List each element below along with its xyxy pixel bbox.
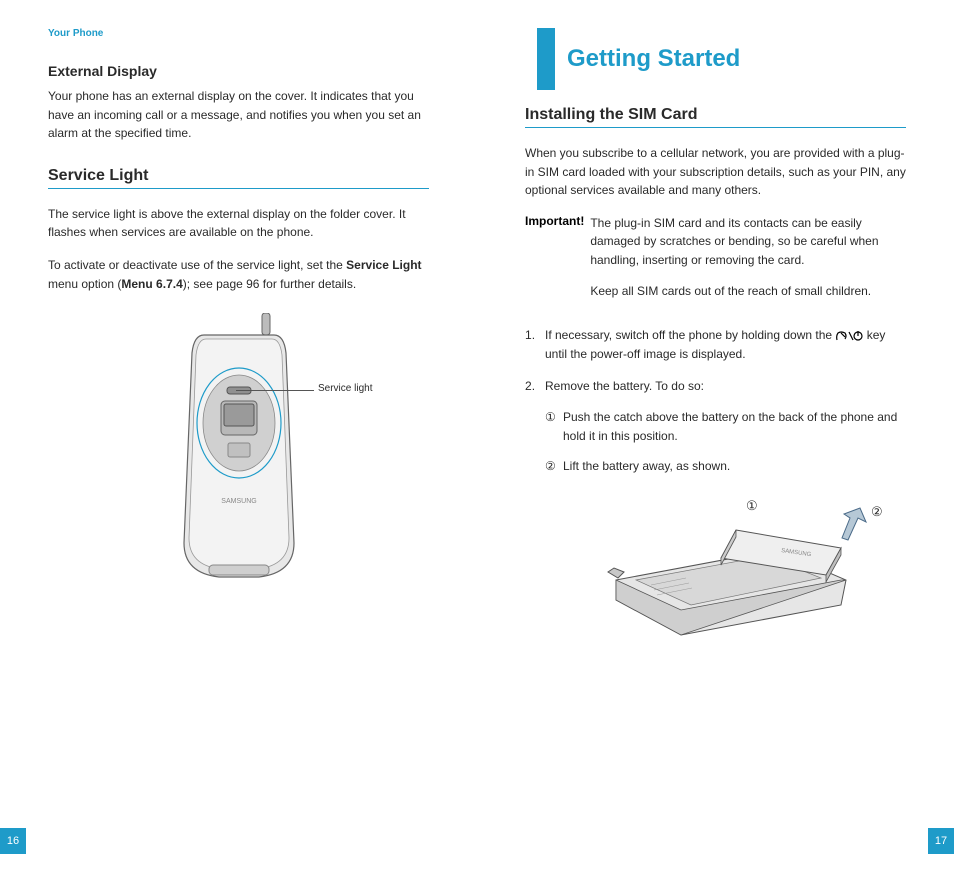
paragraph: To activate or deactivate use of the ser… [48, 256, 429, 293]
page-number: 16 [0, 828, 26, 854]
heading-service-light: Service Light [48, 167, 429, 189]
paragraph: The service light is above the external … [48, 205, 429, 242]
note-text: Keep all SIM cards out of the reach of s… [590, 282, 906, 301]
text: If necessary, switch off the phone by ho… [545, 328, 835, 342]
phone-illustration: SAMSUNG [164, 313, 314, 583]
text: ); see page 96 for further details. [183, 277, 356, 291]
substep-2: ② Lift the battery away, as shown. [545, 457, 906, 476]
left-page: Your Phone External Display Your phone h… [0, 0, 477, 876]
heading-installing-sim: Installing the SIM Card [525, 106, 906, 128]
callout-label: Service light [318, 383, 372, 394]
battery-illustration: SAMSUNG ① ② [596, 490, 896, 640]
figure-phone-front: SAMSUNG Service light [48, 313, 429, 593]
text: To activate or deactivate use of the ser… [48, 258, 346, 272]
svg-text:②: ② [871, 504, 883, 519]
step-1: If necessary, switch off the phone by ho… [525, 326, 906, 363]
section-header: Your Phone [48, 28, 429, 39]
svg-text:①: ① [746, 498, 758, 513]
heading-external-display: External Display [48, 63, 429, 79]
callout-line [236, 390, 314, 391]
menu-ref: Menu 6.7.4 [121, 277, 182, 291]
substep-1: ① Push the catch above the battery on the… [545, 408, 906, 445]
paragraph: Your phone has an external display on th… [48, 87, 429, 143]
note-body: The plug-in SIM card and its contacts ca… [590, 214, 906, 312]
text: Remove the battery. To do so: [545, 379, 704, 393]
circled-2-icon: ② [545, 457, 556, 476]
power-key-icon [835, 330, 863, 342]
note-text: The plug-in SIM card and its contacts ca… [590, 214, 906, 270]
circled-1-icon: ① [545, 408, 556, 427]
chapter-accent-bar [537, 28, 555, 90]
text: Push the catch above the battery on the … [563, 410, 897, 443]
text: Lift the battery away, as shown. [563, 459, 730, 473]
paragraph: When you subscribe to a cellular network… [525, 144, 906, 200]
figure-battery-removal: SAMSUNG ① ② [525, 490, 906, 650]
svg-text:SAMSUNG: SAMSUNG [221, 498, 256, 505]
substep-list: ① Push the catch above the battery on the… [545, 408, 906, 476]
step-2: Remove the battery. To do so: ① Push the … [525, 377, 906, 475]
menu-name: Service Light [346, 258, 421, 272]
text: menu option ( [48, 277, 121, 291]
important-note: Important! The plug-in SIM card and its … [525, 214, 906, 312]
right-page: Getting Started Installing the SIM Card … [477, 0, 954, 876]
chapter-header: Getting Started [477, 28, 906, 90]
note-label: Important! [525, 214, 590, 312]
step-list: If necessary, switch off the phone by ho… [525, 326, 906, 476]
page-number: 17 [928, 828, 954, 854]
